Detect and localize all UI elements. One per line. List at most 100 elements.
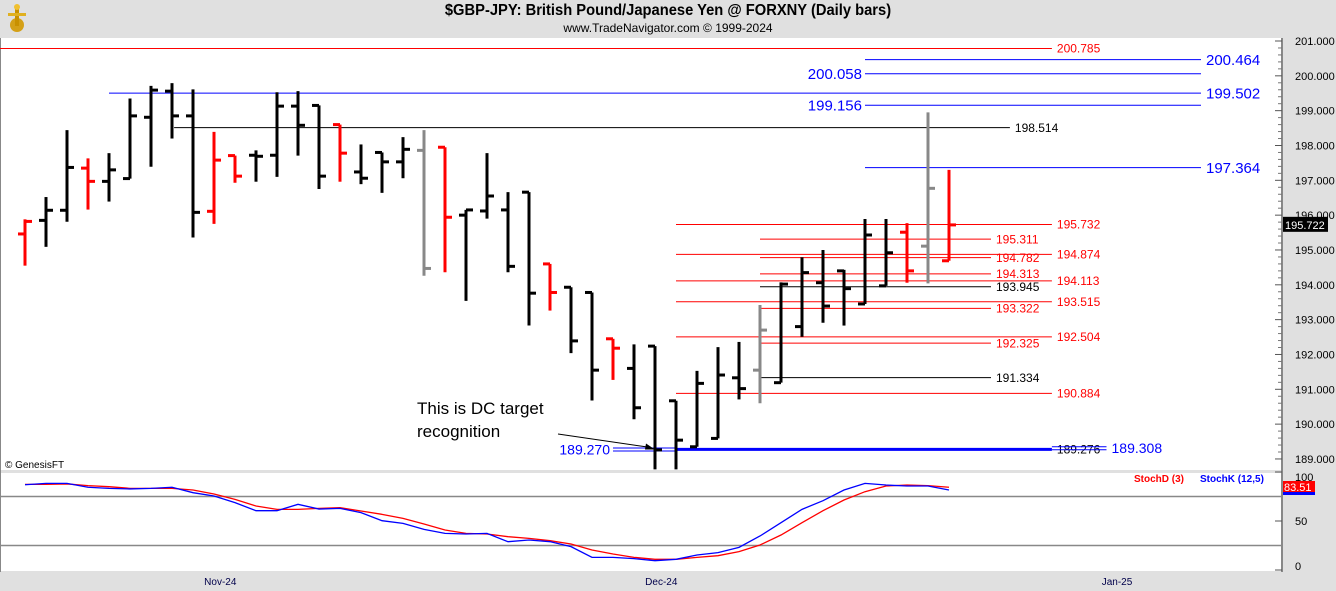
ohlc-bar — [39, 197, 53, 247]
level-label: 200.785 — [1057, 42, 1101, 56]
ohlc-bar — [732, 341, 746, 400]
level-label: 197.364 — [1206, 160, 1260, 177]
y-tick-label: 189.000 — [1295, 454, 1335, 466]
stochastic-panel — [0, 473, 1282, 571]
ohlc-bar — [123, 98, 137, 181]
ohlc-bar — [942, 169, 956, 263]
ohlc-bar — [900, 223, 914, 283]
x-axis-label: Nov-24 — [204, 577, 237, 588]
ohlc-bar — [480, 153, 494, 219]
ohlc-bar — [774, 282, 788, 385]
level-label: 195.732 — [1057, 218, 1101, 232]
stoch-k-line — [24, 482, 950, 562]
stoch-tick-label: 50 — [1295, 516, 1307, 528]
arrow-head-icon — [645, 443, 655, 450]
last-price-label: 195.722 — [1285, 220, 1325, 232]
ohlc-bar — [270, 92, 284, 177]
ohlc-bar — [60, 130, 74, 222]
y-tick-label: 194.000 — [1295, 280, 1335, 292]
level-label: 199.502 — [1206, 85, 1260, 102]
ohlc-bar — [102, 153, 116, 202]
ohlc-bar — [81, 158, 95, 210]
level-label: 189.270 — [559, 441, 610, 457]
ohlc-bar — [627, 344, 641, 420]
ohlc-bar — [816, 249, 830, 323]
level-label: 194.782 — [996, 251, 1040, 265]
stoch-d-legend: StochD (3) — [1134, 474, 1184, 485]
ohlc-bar — [354, 144, 368, 185]
ohlc-bar — [522, 190, 536, 326]
y-tick-label: 193.000 — [1295, 315, 1335, 327]
level-label: 195.311 — [996, 232, 1039, 246]
level-label: 194.113 — [1057, 274, 1100, 288]
ohlc-bar — [186, 89, 200, 238]
ohlc-bar — [564, 285, 578, 354]
ohlc-bar — [417, 130, 431, 276]
annotation-arrow — [557, 433, 652, 449]
ohlc-bar — [312, 103, 326, 190]
y-tick-label: 190.000 — [1295, 419, 1335, 431]
level-label: 194.874 — [1057, 248, 1101, 262]
ohlc-bar — [669, 399, 683, 470]
chart-title: $GBP-JPY: British Pound/Japanese Yen @ F… — [444, 2, 892, 19]
level-label: 194.313 — [996, 267, 1040, 281]
price-panel — [0, 38, 1282, 470]
level-label: 190.884 — [1057, 387, 1101, 401]
last-price-badge — [1283, 216, 1328, 232]
x-axis-label: Dec-24 — [645, 577, 678, 588]
ohlc-bar — [711, 347, 725, 440]
stoch-tick-label: 0 — [1295, 561, 1301, 573]
ohlc-bar — [375, 150, 389, 193]
y-tick-label: 199.000 — [1295, 106, 1335, 118]
ohlc-bar — [18, 219, 32, 266]
ohlc-bar — [837, 269, 851, 326]
annotation-text: recognition — [417, 422, 500, 441]
chart-subtitle: www.TradeNavigator.com © 1999-2024 — [563, 21, 773, 35]
ohlc-bar — [690, 370, 704, 449]
annotation-text: This is DC target — [417, 399, 544, 418]
level-label: 199.156 — [808, 97, 862, 114]
ohlc-bar — [543, 262, 557, 311]
level-label: 193.515 — [1057, 295, 1101, 309]
x-axis-label: Jan-25 — [1102, 577, 1133, 588]
watermark: © GenesisFT — [5, 460, 64, 471]
ohlc-bar — [396, 137, 410, 179]
level-label: 198.514 — [1015, 121, 1059, 135]
y-tick-label: 198.000 — [1295, 140, 1335, 152]
level-label: 192.504 — [1057, 330, 1101, 344]
level-label: 193.322 — [996, 302, 1040, 316]
level-label: 191.334 — [996, 371, 1040, 385]
y-tick-label: 200.000 — [1295, 71, 1335, 83]
y-tick-label: 195.000 — [1295, 245, 1335, 257]
ohlc-bar — [165, 83, 179, 139]
y-tick-label: 192.000 — [1295, 349, 1335, 361]
level-label: 193.945 — [996, 280, 1040, 294]
ohlc-bar — [291, 91, 305, 156]
ohlc-bar — [228, 154, 242, 183]
ohlc-bar — [879, 218, 893, 288]
ohlc-bar — [606, 337, 620, 380]
stoch-k-marker — [1283, 492, 1315, 495]
stoch-value-label: 83.51 — [1284, 482, 1312, 494]
trade-navigator-logo-icon — [8, 4, 26, 32]
ohlc-bar — [921, 112, 935, 284]
ohlc-bar — [249, 150, 263, 182]
level-label: 200.464 — [1206, 52, 1260, 69]
chart-header: $GBP-JPY: British Pound/Japanese Yen @ F… — [0, 0, 1336, 37]
level-label: 189.308 — [1112, 440, 1163, 456]
ohlc-bar — [459, 208, 473, 301]
ohlc-bar — [144, 85, 158, 167]
ohlc-bar — [753, 305, 767, 404]
ohlc-bar — [858, 218, 872, 306]
ohlc-bar — [795, 257, 809, 337]
y-tick-label: 197.000 — [1295, 175, 1335, 187]
y-tick-label: 201.000 — [1295, 36, 1335, 48]
level-label: 192.325 — [996, 336, 1040, 350]
ohlc-bar — [585, 290, 599, 401]
ohlc-bar — [648, 344, 662, 470]
ohlc-bar — [207, 131, 221, 224]
ohlc-bar — [501, 192, 515, 273]
stoch-value-badge — [1283, 481, 1315, 492]
stoch-k-legend: StochK (12,5) — [1200, 474, 1264, 485]
